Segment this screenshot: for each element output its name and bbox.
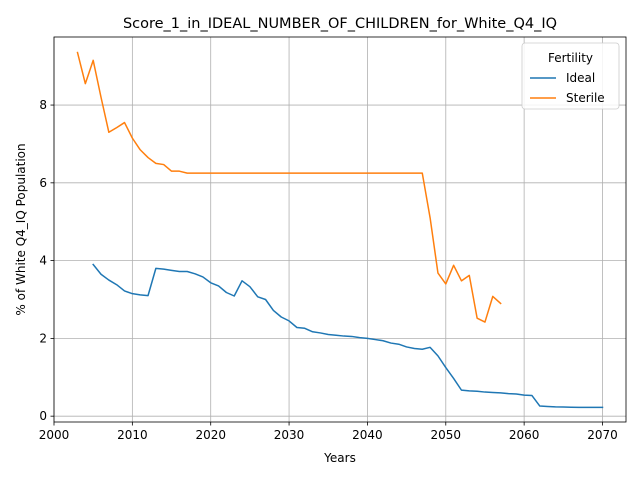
plot-area-frame: [53, 36, 627, 423]
y-tick-label: 2: [39, 331, 47, 345]
y-axis-label: % of White Q4_IQ Population: [14, 143, 28, 315]
x-tick-label: 2020: [195, 428, 226, 442]
legend-frame: [521, 42, 620, 110]
x-axis-label: Years: [323, 451, 356, 465]
x-tick-label: 2050: [431, 428, 462, 442]
x-tick-label: 2060: [509, 428, 540, 442]
legend-label-sterile: Sterile: [566, 91, 605, 105]
axis-ticks: 2000 2010 2020 2030 2040 2050 2060 2070 0 2 4 6 8: [39, 98, 618, 442]
legend-title: Fertility: [548, 51, 593, 65]
y-tick-label: 8: [39, 98, 47, 112]
chart-title: Score_1_in_IDEAL_NUMBER_OF_CHILDREN_for_…: [123, 16, 557, 32]
y-tick-label: 4: [39, 254, 47, 268]
x-tick-label: 2000: [39, 428, 70, 442]
series-line-ideal: [92, 263, 604, 409]
series-lines: [76, 51, 604, 409]
x-tick-label: 2040: [352, 428, 383, 442]
y-tick-label: 0: [39, 409, 47, 423]
legend: Fertility Ideal Sterile: [521, 42, 620, 110]
x-tick-label: 2010: [117, 428, 148, 442]
y-tick-label: 6: [39, 176, 47, 190]
series-line-sterile: [76, 51, 502, 323]
x-tick-label: 2030: [274, 428, 305, 442]
x-tick-label: 2070: [587, 428, 618, 442]
legend-label-ideal: Ideal: [566, 71, 595, 85]
